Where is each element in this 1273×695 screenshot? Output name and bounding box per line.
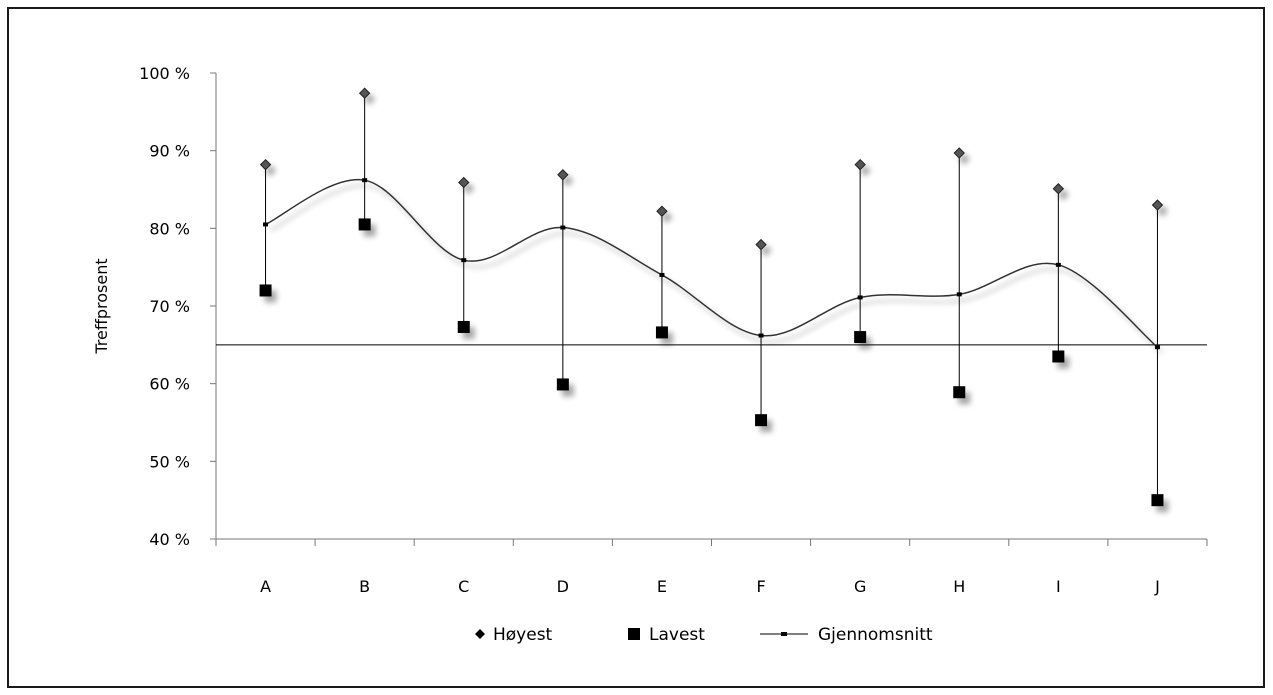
average-point [659, 272, 665, 277]
highest-point [1151, 199, 1164, 211]
lowest-point [1052, 350, 1065, 363]
highest-point [557, 169, 569, 181]
lowest-point [556, 378, 569, 391]
chart-frame [7, 7, 1265, 688]
lowest-point [1151, 494, 1164, 507]
average-point [857, 295, 863, 300]
y-tick-label: 80 % [149, 219, 190, 238]
legend: Høyest Lavest Gjennomsnitt [475, 625, 933, 645]
highest-point [953, 147, 965, 159]
x-tick-label: A [260, 577, 271, 596]
x-tick-label: J [1154, 577, 1160, 596]
x-tick-label: D [557, 577, 569, 596]
legend-marker-average [781, 632, 787, 636]
average-line-group [265, 178, 1158, 348]
lowest-point [358, 218, 371, 231]
legend-marker-lowest [628, 628, 640, 640]
x-tick-label: E [657, 577, 667, 596]
highest-point [656, 205, 668, 217]
average-point [362, 178, 368, 183]
x-tick-label: F [756, 577, 765, 596]
average-point [263, 222, 269, 227]
y-tick-label: 40 % [149, 530, 190, 549]
y-tick-label: 60 % [149, 375, 190, 394]
average-point [461, 258, 467, 263]
y-tick-label: 70 % [149, 297, 190, 316]
lowest-point [854, 331, 867, 344]
average-point [956, 292, 962, 297]
lowest-point [953, 386, 966, 399]
lowest-point [457, 320, 470, 333]
lowest-point [755, 414, 768, 427]
x-tick-label: I [1056, 577, 1061, 596]
average-point [1055, 262, 1061, 267]
average-point [758, 333, 764, 338]
legend-label-average: Gjennomsnitt [818, 625, 933, 645]
average-line [265, 178, 1158, 348]
highest-point [358, 87, 371, 99]
lowest-point [655, 326, 668, 339]
highest-point [458, 176, 470, 189]
x-tick-label: H [953, 577, 965, 596]
range-lines [265, 93, 1158, 501]
x-tick-label: B [359, 577, 370, 596]
highest-point [259, 158, 272, 171]
markers [259, 87, 1164, 507]
highest-point [755, 238, 767, 251]
highest-point [854, 158, 866, 171]
x-tick-label: C [458, 577, 469, 596]
legend-label-highest: Høyest [493, 625, 553, 645]
y-tick-label: 50 % [149, 452, 190, 471]
axes: 40 % 50 % 60 % 70 % 80 % 90 % 100 % A B C D E F G H I J [139, 64, 1208, 596]
x-tick-label: G [854, 577, 866, 596]
y-tick-label: 90 % [149, 142, 190, 161]
highest-point [1052, 183, 1065, 195]
lowest-point [259, 284, 272, 297]
average-point [1154, 345, 1160, 350]
y-axis-title: Treffprosent [92, 258, 111, 354]
average-point [560, 225, 566, 230]
legend-marker-highest [475, 629, 485, 639]
y-tick-label: 100 % [139, 64, 190, 83]
legend-label-lowest: Lavest [649, 625, 705, 645]
